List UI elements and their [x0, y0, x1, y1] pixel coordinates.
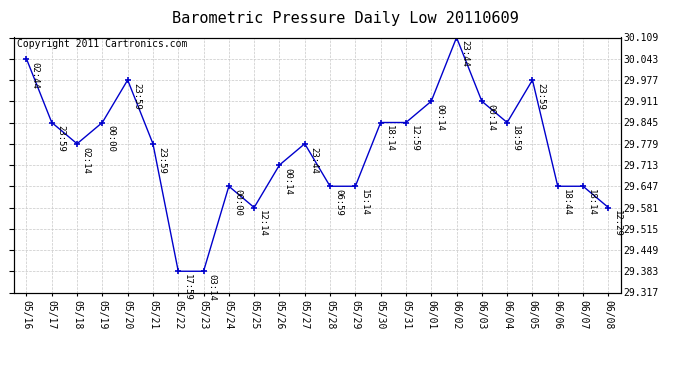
- Text: 15:14: 15:14: [359, 189, 368, 216]
- Text: 02:14: 02:14: [81, 147, 90, 173]
- Text: 12:29: 12:29: [613, 210, 622, 237]
- Text: 23:59: 23:59: [56, 125, 65, 152]
- Text: 23:59: 23:59: [132, 83, 141, 110]
- Text: 23:59: 23:59: [537, 83, 546, 110]
- Text: 02:44: 02:44: [30, 62, 39, 88]
- Text: 18:44: 18:44: [562, 189, 571, 216]
- Text: 03:14: 03:14: [208, 274, 217, 301]
- Text: 17:59: 17:59: [182, 274, 191, 301]
- Text: 23:44: 23:44: [461, 40, 470, 67]
- Text: 23:44: 23:44: [309, 147, 318, 173]
- Text: 18:59: 18:59: [511, 125, 520, 152]
- Text: 06:59: 06:59: [334, 189, 343, 216]
- Text: 00:14: 00:14: [435, 104, 444, 131]
- Text: 23:59: 23:59: [157, 147, 166, 173]
- Text: 00:00: 00:00: [233, 189, 242, 216]
- Text: Barometric Pressure Daily Low 20110609: Barometric Pressure Daily Low 20110609: [172, 11, 518, 26]
- Text: 12:14: 12:14: [258, 210, 267, 237]
- Text: 00:14: 00:14: [486, 104, 495, 131]
- Text: 00:14: 00:14: [284, 168, 293, 195]
- Text: 00:00: 00:00: [106, 125, 115, 152]
- Text: 18:14: 18:14: [385, 125, 394, 152]
- Text: Copyright 2011 Cartronics.com: Copyright 2011 Cartronics.com: [17, 39, 187, 49]
- Text: 12:59: 12:59: [410, 125, 419, 152]
- Text: 18:14: 18:14: [587, 189, 596, 216]
